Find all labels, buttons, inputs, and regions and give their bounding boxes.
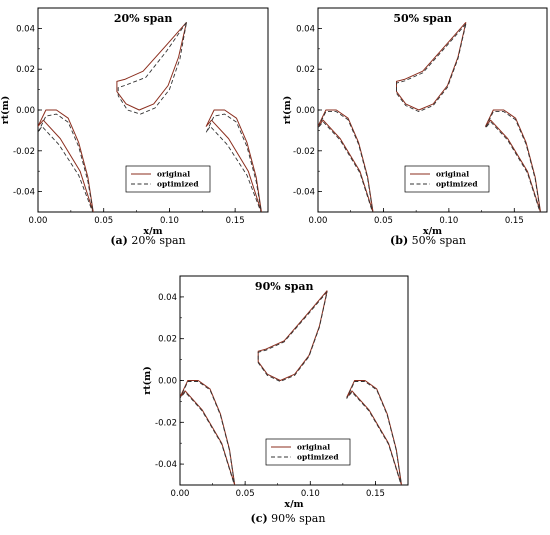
series-optimized-blade-2	[346, 381, 402, 485]
chart-title: 50% span	[393, 12, 452, 25]
x-tick-label: 0.00	[309, 216, 328, 226]
panel-caption-tag: (a)	[110, 234, 128, 247]
panel-50-span: 0.00 0.05 0.10 0.15 0.04 0.02 0.00 -0.02 -0.04 x/…	[282, 7, 548, 247]
series-optimized-blade-1	[318, 111, 374, 212]
y-tick-label: 0.00	[16, 106, 35, 116]
panel-caption: (c) 90% span	[251, 512, 326, 525]
x-tick-label: 0.15	[505, 216, 524, 226]
panel-90-span: 0.00 0.05 0.10 0.15 0.04 0.02 0.00 -0.02 -0.04 x/…	[142, 275, 409, 525]
y-tick-label: -0.02	[293, 147, 315, 157]
x-tick-label: 0.10	[160, 216, 179, 226]
y-tick-label: 0.04	[158, 293, 177, 303]
y-tick-label: -0.04	[155, 460, 177, 470]
legend-box	[404, 165, 490, 193]
legend-label: optimized	[436, 180, 478, 189]
y-tick-label: 0.02	[158, 335, 177, 345]
series-original-blade-0	[396, 21, 467, 111]
x-tick-label: 0.15	[366, 489, 385, 499]
y-tick-label: 0.02	[16, 65, 35, 75]
x-tick-label: 0.15	[226, 216, 245, 226]
y-axis-label: rt(m)	[142, 366, 153, 394]
panel-caption-tag: (c)	[251, 512, 268, 525]
series-original-blade-1	[38, 109, 94, 212]
y-tick-label: 0.00	[296, 106, 315, 116]
x-tick-label: 0.10	[301, 489, 320, 499]
panel-caption-text: 90% span	[268, 512, 326, 525]
panel-caption-tag: (b)	[390, 234, 408, 247]
series-original-blade-1	[180, 380, 236, 485]
panel-caption: (b) 50% span	[390, 234, 466, 247]
series-optimized-blade-1	[180, 381, 236, 485]
y-axis-label: rt(m)	[282, 96, 293, 124]
x-axis-label: x/m	[284, 499, 303, 510]
legend-label: optimized	[297, 453, 339, 462]
series-original-blade-0	[116, 21, 187, 111]
legend-label: optimized	[157, 180, 199, 189]
y-tick-label: 0.04	[296, 24, 315, 34]
y-tick-label: -0.04	[293, 188, 315, 198]
panel-caption: (a) 20% span	[110, 234, 185, 247]
y-tick-label: 0.02	[296, 65, 315, 75]
series-original-blade-0	[257, 290, 328, 381]
series-original-blade-2	[205, 109, 262, 212]
series-optimized-blade-2	[485, 111, 541, 212]
y-tick-label: 0.04	[16, 24, 35, 34]
x-axis-label: x/m	[423, 226, 442, 237]
series-optimized-blade-0	[396, 23, 467, 113]
x-tick-label: 0.05	[94, 216, 113, 226]
series-optimized-blade-1	[38, 113, 94, 212]
x-tick-label: 0.05	[236, 489, 255, 499]
y-tick-label: -0.02	[13, 147, 35, 157]
legend-label: original	[436, 170, 469, 179]
legend-box	[125, 165, 211, 193]
x-tick-label: 0.00	[29, 216, 48, 226]
panel-caption-text: 20% span	[128, 234, 186, 247]
y-tick-label: 0.00	[158, 377, 177, 387]
legend-label: original	[157, 170, 190, 179]
x-axis-label: x/m	[143, 226, 162, 237]
x-tick-label: 0.00	[171, 489, 190, 499]
chart-title: 20% span	[114, 12, 173, 25]
x-tick-label: 0.10	[439, 216, 458, 226]
y-axis-label: rt(m)	[0, 96, 11, 124]
series-optimized-blade-2	[205, 113, 262, 212]
chart-title: 90% span	[255, 280, 314, 293]
x-tick-label: 0.05	[374, 216, 393, 226]
legend-box	[265, 438, 351, 466]
panel-caption-text: 50% span	[408, 234, 466, 247]
panel-20-span: 0.00 0.05 0.10 0.15 -0.04 -0.02 0.00 0.02 0.04 x/…	[0, 7, 269, 247]
y-tick-label: -0.04	[13, 188, 35, 198]
legend-label: original	[297, 443, 330, 452]
series-optimized-blade-0	[257, 291, 328, 382]
series-original-blade-2	[346, 380, 403, 485]
y-tick-label: -0.02	[155, 418, 177, 428]
